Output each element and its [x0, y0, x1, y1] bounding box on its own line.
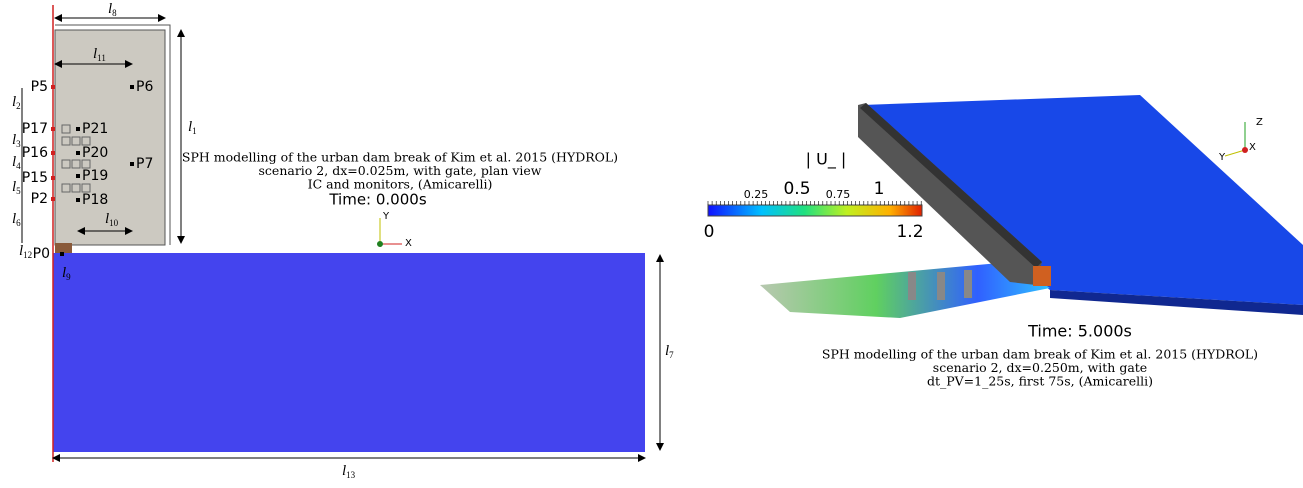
figure: l8l11l2l1l3l4l5l10l6l12l9l7l13P5P6P17P21…	[0, 0, 1303, 484]
time-label: Time: 0.000s	[328, 191, 426, 209]
dimension-label: l13	[342, 463, 356, 480]
monitor-label: P16	[22, 145, 48, 161]
gate	[55, 243, 72, 253]
axis-label: X	[405, 238, 412, 249]
plan-view-drawing	[22, 5, 660, 462]
monitor-point	[76, 151, 80, 155]
monitor-label: P5	[31, 79, 48, 95]
monitor-point	[60, 252, 64, 256]
monitor-point	[51, 85, 55, 89]
monitor-point	[76, 174, 80, 178]
monitor-label: P2	[31, 191, 48, 207]
dimension-label: l3	[12, 132, 21, 149]
monitor-point	[51, 127, 55, 131]
perspective-drawing	[708, 95, 1303, 318]
axis-label: Y	[1218, 152, 1226, 163]
colorbar	[708, 205, 922, 216]
gate	[1033, 266, 1051, 286]
monitor-label: P6	[136, 79, 153, 95]
colorbar-tick: 0.75	[826, 188, 851, 201]
axis-label: Z	[1256, 117, 1263, 128]
monitor-point	[51, 197, 55, 201]
monitor-point	[51, 176, 55, 180]
dimension-label: l2	[12, 94, 21, 111]
dimension-label: l1	[188, 119, 197, 136]
time-label: Time: 5.000s	[1027, 322, 1132, 341]
monitor-label: P15	[22, 170, 48, 186]
colorbar-title: | U_ |	[806, 150, 847, 170]
dimension-label: l6	[12, 211, 21, 228]
dimension-label: l5	[12, 179, 21, 196]
monitor-label: P7	[136, 156, 153, 172]
axis-label: X	[1249, 142, 1256, 153]
colorbar-tick: 1	[874, 179, 885, 199]
colorbar-tick: 0.25	[744, 188, 769, 201]
colorbar-min: 0	[704, 222, 715, 242]
monitor-label: P20	[82, 145, 108, 161]
dimension-label: l4	[12, 154, 21, 171]
monitor-point	[130, 85, 134, 89]
dimension-label: l7	[665, 343, 674, 360]
monitor-label: P18	[82, 192, 108, 208]
monitor-point	[51, 151, 55, 155]
colorbar-max: 1.2	[896, 222, 923, 242]
dimension-label: l12	[19, 243, 32, 260]
monitor-label: P17	[22, 121, 48, 137]
monitor-point	[130, 162, 134, 166]
axis-label: Y	[382, 211, 390, 222]
axis-triad	[377, 218, 402, 247]
monitor-point	[76, 127, 80, 131]
colorbar-tick: 0.5	[783, 179, 810, 199]
axis-triad	[1225, 122, 1248, 156]
monitor-point	[76, 198, 80, 202]
caption-line: IC and monitors, (Amicarelli)	[308, 177, 493, 192]
monitor-label: P0	[33, 246, 50, 262]
dimension-label: l8	[108, 1, 117, 18]
building	[908, 272, 916, 300]
monitor-label: P19	[82, 168, 108, 184]
building	[964, 270, 972, 298]
monitor-label: P21	[82, 121, 108, 137]
caption-line: dt_PV=1_25s, first 75s, (Amicarelli)	[927, 374, 1153, 389]
building	[937, 272, 945, 300]
downstream-area	[53, 253, 645, 452]
